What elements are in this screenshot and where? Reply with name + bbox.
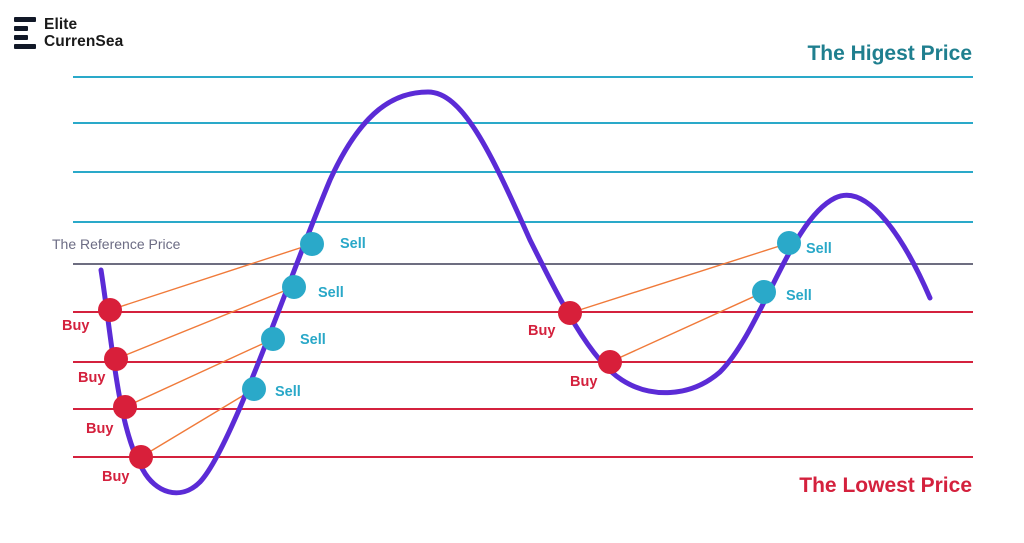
reference-price-label: The Reference Price	[52, 236, 181, 252]
grid-order-dots	[98, 231, 801, 469]
sell-label: Sell	[300, 332, 326, 348]
buy-sell-connector	[140, 388, 255, 458]
buy-sell-connector	[569, 242, 790, 314]
logo-line-2: CurrenSea	[44, 33, 124, 50]
sell-dot	[282, 275, 306, 299]
buy-sell-connector	[609, 291, 765, 363]
sell-dot	[777, 231, 801, 255]
sell-dot	[242, 377, 266, 401]
buy-dot	[104, 347, 128, 371]
buy-label: Buy	[86, 421, 114, 437]
logo-text: Elite CurrenSea	[44, 16, 123, 50]
sell-label: Sell	[340, 236, 366, 252]
lowest-price-label: The Lowest Price	[799, 474, 972, 497]
stacked-bars-logo-icon	[14, 17, 36, 51]
buy-dot	[558, 301, 582, 325]
buy-label: Buy	[102, 469, 130, 485]
grid-lines	[73, 76, 973, 458]
sell-label: Sell	[806, 241, 832, 257]
highest-price-label: The Higest Price	[807, 42, 972, 65]
sell-dot	[261, 327, 285, 351]
buy-dot	[598, 350, 622, 374]
buy-sell-connectors	[109, 242, 790, 458]
sell-label: Sell	[318, 285, 344, 301]
buy-sell-connector	[124, 338, 274, 408]
buy-sell-connector	[115, 286, 295, 360]
sell-label: Sell	[786, 288, 812, 304]
sell-dot	[752, 280, 776, 304]
logo: Elite CurrenSea	[14, 16, 123, 51]
buy-label: Buy	[528, 323, 556, 339]
logo-line-1: Elite	[44, 16, 78, 33]
buy-dot	[129, 445, 153, 469]
buy-label: Buy	[78, 370, 106, 386]
sell-label: Sell	[275, 384, 301, 400]
buy-dot	[113, 395, 137, 419]
buy-label: Buy	[570, 374, 598, 390]
buy-dot	[98, 298, 122, 322]
buy-label: Buy	[62, 318, 90, 334]
sell-dot	[300, 232, 324, 256]
buy-sell-connector	[109, 243, 313, 311]
price-curve	[98, 89, 933, 496]
